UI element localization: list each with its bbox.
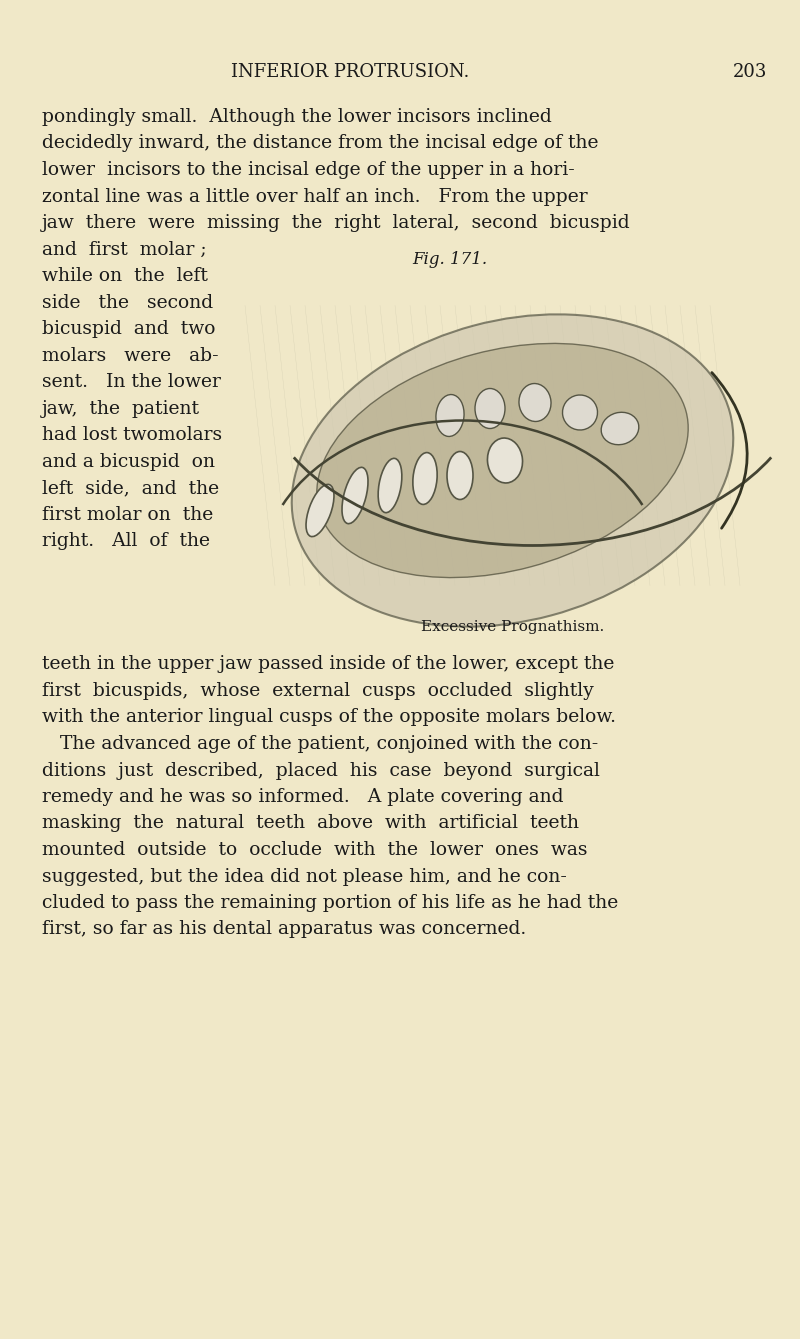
Text: with the anterior lingual cusps of the opposite molars below.: with the anterior lingual cusps of the o… <box>42 708 616 727</box>
Text: zontal line was a little over half an inch.   From the upper: zontal line was a little over half an in… <box>42 187 588 205</box>
Text: Fig. 171.: Fig. 171. <box>413 250 487 268</box>
Text: remedy and he was so informed.   A plate covering and: remedy and he was so informed. A plate c… <box>42 787 563 806</box>
Ellipse shape <box>447 451 473 499</box>
Ellipse shape <box>378 458 402 513</box>
Text: decidedly inward, the distance from the incisal edge of the: decidedly inward, the distance from the … <box>42 134 598 153</box>
Ellipse shape <box>317 343 688 577</box>
Ellipse shape <box>562 395 598 430</box>
Text: while on  the  left: while on the left <box>42 266 208 285</box>
Text: jaw  there  were  missing  the  right  lateral,  second  bicuspid: jaw there were missing the right lateral… <box>42 214 630 232</box>
Text: bicuspid  and  two: bicuspid and two <box>42 320 215 337</box>
Text: suggested, but the idea did not please him, and he con-: suggested, but the idea did not please h… <box>42 868 567 885</box>
Text: lower  incisors to the incisal edge of the upper in a hori-: lower incisors to the incisal edge of th… <box>42 161 574 179</box>
Text: first  bicuspids,  whose  external  cusps  occluded  slightly: first bicuspids, whose external cusps oc… <box>42 682 594 700</box>
Text: left  side,  and  the: left side, and the <box>42 479 219 497</box>
Ellipse shape <box>292 315 734 627</box>
Text: had lost twomolars: had lost twomolars <box>42 426 222 445</box>
Text: pondingly small.  Although the lower incisors inclined: pondingly small. Although the lower inci… <box>42 108 552 126</box>
Text: mounted  outside  to  occlude  with  the  lower  ones  was: mounted outside to occlude with the lowe… <box>42 841 587 860</box>
Ellipse shape <box>487 438 522 483</box>
Ellipse shape <box>519 383 551 422</box>
Ellipse shape <box>475 388 505 428</box>
Text: and  first  molar ;: and first molar ; <box>42 241 206 258</box>
Text: 203: 203 <box>733 63 767 80</box>
Text: teeth in the upper jaw passed inside of the lower, except the: teeth in the upper jaw passed inside of … <box>42 656 614 674</box>
Text: and a bicuspid  on: and a bicuspid on <box>42 453 215 470</box>
Ellipse shape <box>306 485 334 537</box>
Text: first molar on  the: first molar on the <box>42 506 214 524</box>
Ellipse shape <box>342 467 368 524</box>
Text: molars   were   ab-: molars were ab- <box>42 347 218 364</box>
Text: ditions  just  described,  placed  his  case  beyond  surgical: ditions just described, placed his case … <box>42 762 600 779</box>
Text: first, so far as his dental apparatus was concerned.: first, so far as his dental apparatus wa… <box>42 920 526 939</box>
Ellipse shape <box>413 453 437 505</box>
Text: INFERIOR PROTRUSION.: INFERIOR PROTRUSION. <box>231 63 469 80</box>
Text: jaw,  the  patient: jaw, the patient <box>42 399 200 418</box>
FancyArrowPatch shape <box>712 372 747 528</box>
Text: side   the   second: side the second <box>42 293 213 312</box>
Text: The advanced age of the patient, conjoined with the con-: The advanced age of the patient, conjoin… <box>42 735 598 753</box>
Text: sent.   In the lower: sent. In the lower <box>42 374 221 391</box>
Ellipse shape <box>436 395 464 437</box>
Ellipse shape <box>601 412 639 445</box>
Text: masking  the  natural  teeth  above  with  artificial  teeth: masking the natural teeth above with art… <box>42 814 579 833</box>
Text: cluded to pass the remaining portion of his life as he had the: cluded to pass the remaining portion of … <box>42 894 618 912</box>
Text: Excessive Prognathism.: Excessive Prognathism. <box>421 620 604 635</box>
Text: right.   All  of  the: right. All of the <box>42 532 210 550</box>
